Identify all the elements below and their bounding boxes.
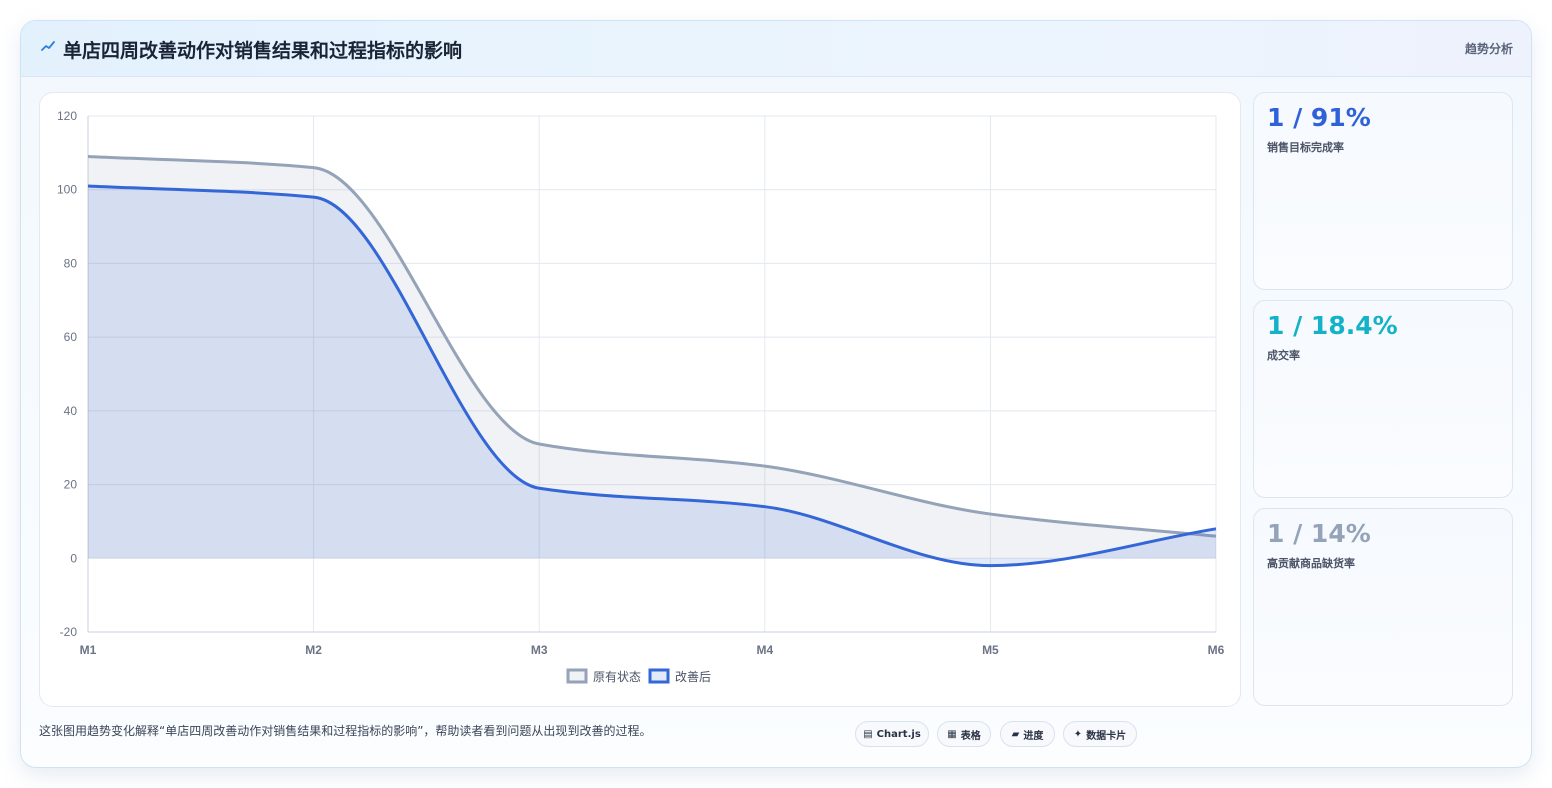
x-tick-label: M5 [982,643,999,657]
series-line-1 [87,155,1217,538]
x-tick-label: M1 [80,643,97,657]
x-tick-label: M4 [756,643,773,657]
series-line-2 [87,184,1217,568]
chart-icon: ▤ [863,728,873,740]
stat-label: 成交率 [1267,349,1300,362]
series-area-1 [88,156,1216,559]
table-icon: ▦ [947,728,957,740]
chip-data-card[interactable]: ✦ 数据卡片 [1063,721,1137,747]
stat-value: 1 / 91% [1267,103,1371,132]
x-tick-label: M6 [1208,643,1225,657]
legend-swatch [648,668,670,684]
page-title: 单店四周改善动作对销售结果和过程指标的影响 [63,40,463,62]
y-tick-label: 80 [64,256,78,270]
legend-label: 原有状态 [593,670,641,684]
y-tick-label: 60 [64,330,78,344]
stat-value: 1 / 18.4% [1267,311,1398,340]
chip-label: Chart.js [876,728,921,740]
chip-label: 进度 [1023,730,1044,742]
chart-panel: 120 100 80 60 40 20 0 -20 M1 M2 M3 M4 M5 M6 原有状态 改善后 [39,92,1241,707]
chip-label: 表格 [960,730,981,742]
chip-chartjs[interactable]: ▤ Chart.js [855,721,929,747]
header-tag: 趋势分析 [1464,42,1513,56]
stat-value: 1 / 14% [1267,519,1371,548]
stat-label: 销售目标完成率 [1267,141,1344,154]
report-card: 单店四周改善动作对销售结果和过程指标的影响 趋势分析 120 100 80 60 40 2… [20,20,1532,768]
y-tick-label: -20 [60,625,78,639]
stat-card-stockout: 1 / 14% 高贡献商品缺货率 [1253,508,1513,706]
stat-label: 高贡献商品缺货率 [1267,557,1355,570]
y-tick-label: 20 [64,478,78,492]
stat-card-conversion: 1 / 18.4% 成交率 [1253,300,1513,498]
stat-card-sales-target: 1 / 91% 销售目标完成率 [1253,92,1513,290]
legend-swatch [566,668,588,684]
y-tick-label: 0 [70,551,77,565]
chip-table[interactable]: ▦ 表格 [937,721,991,747]
sparkle-icon: ✦ [1073,728,1083,740]
card-header: 单店四周改善动作对销售结果和过程指标的影响 趋势分析 [21,21,1531,77]
x-tick-label: M2 [305,643,322,657]
trend-line-icon [41,41,55,51]
x-tick-label: M3 [531,643,548,657]
legend-label: 改善后 [675,669,711,684]
chart-caption: 这张图用趋势变化解释“单店四周改善动作对销售结果和过程指标的影响”，帮助读者看到… [39,724,652,738]
chip-progress[interactable]: ▰ 进度 [1000,721,1055,747]
series-area-2 [88,186,1216,566]
y-tick-label: 120 [57,109,77,123]
y-tick-label: 100 [57,183,77,197]
y-tick-label: 40 [64,404,78,418]
chip-label: 数据卡片 [1086,730,1127,742]
progress-icon: ▰ [1011,728,1020,740]
